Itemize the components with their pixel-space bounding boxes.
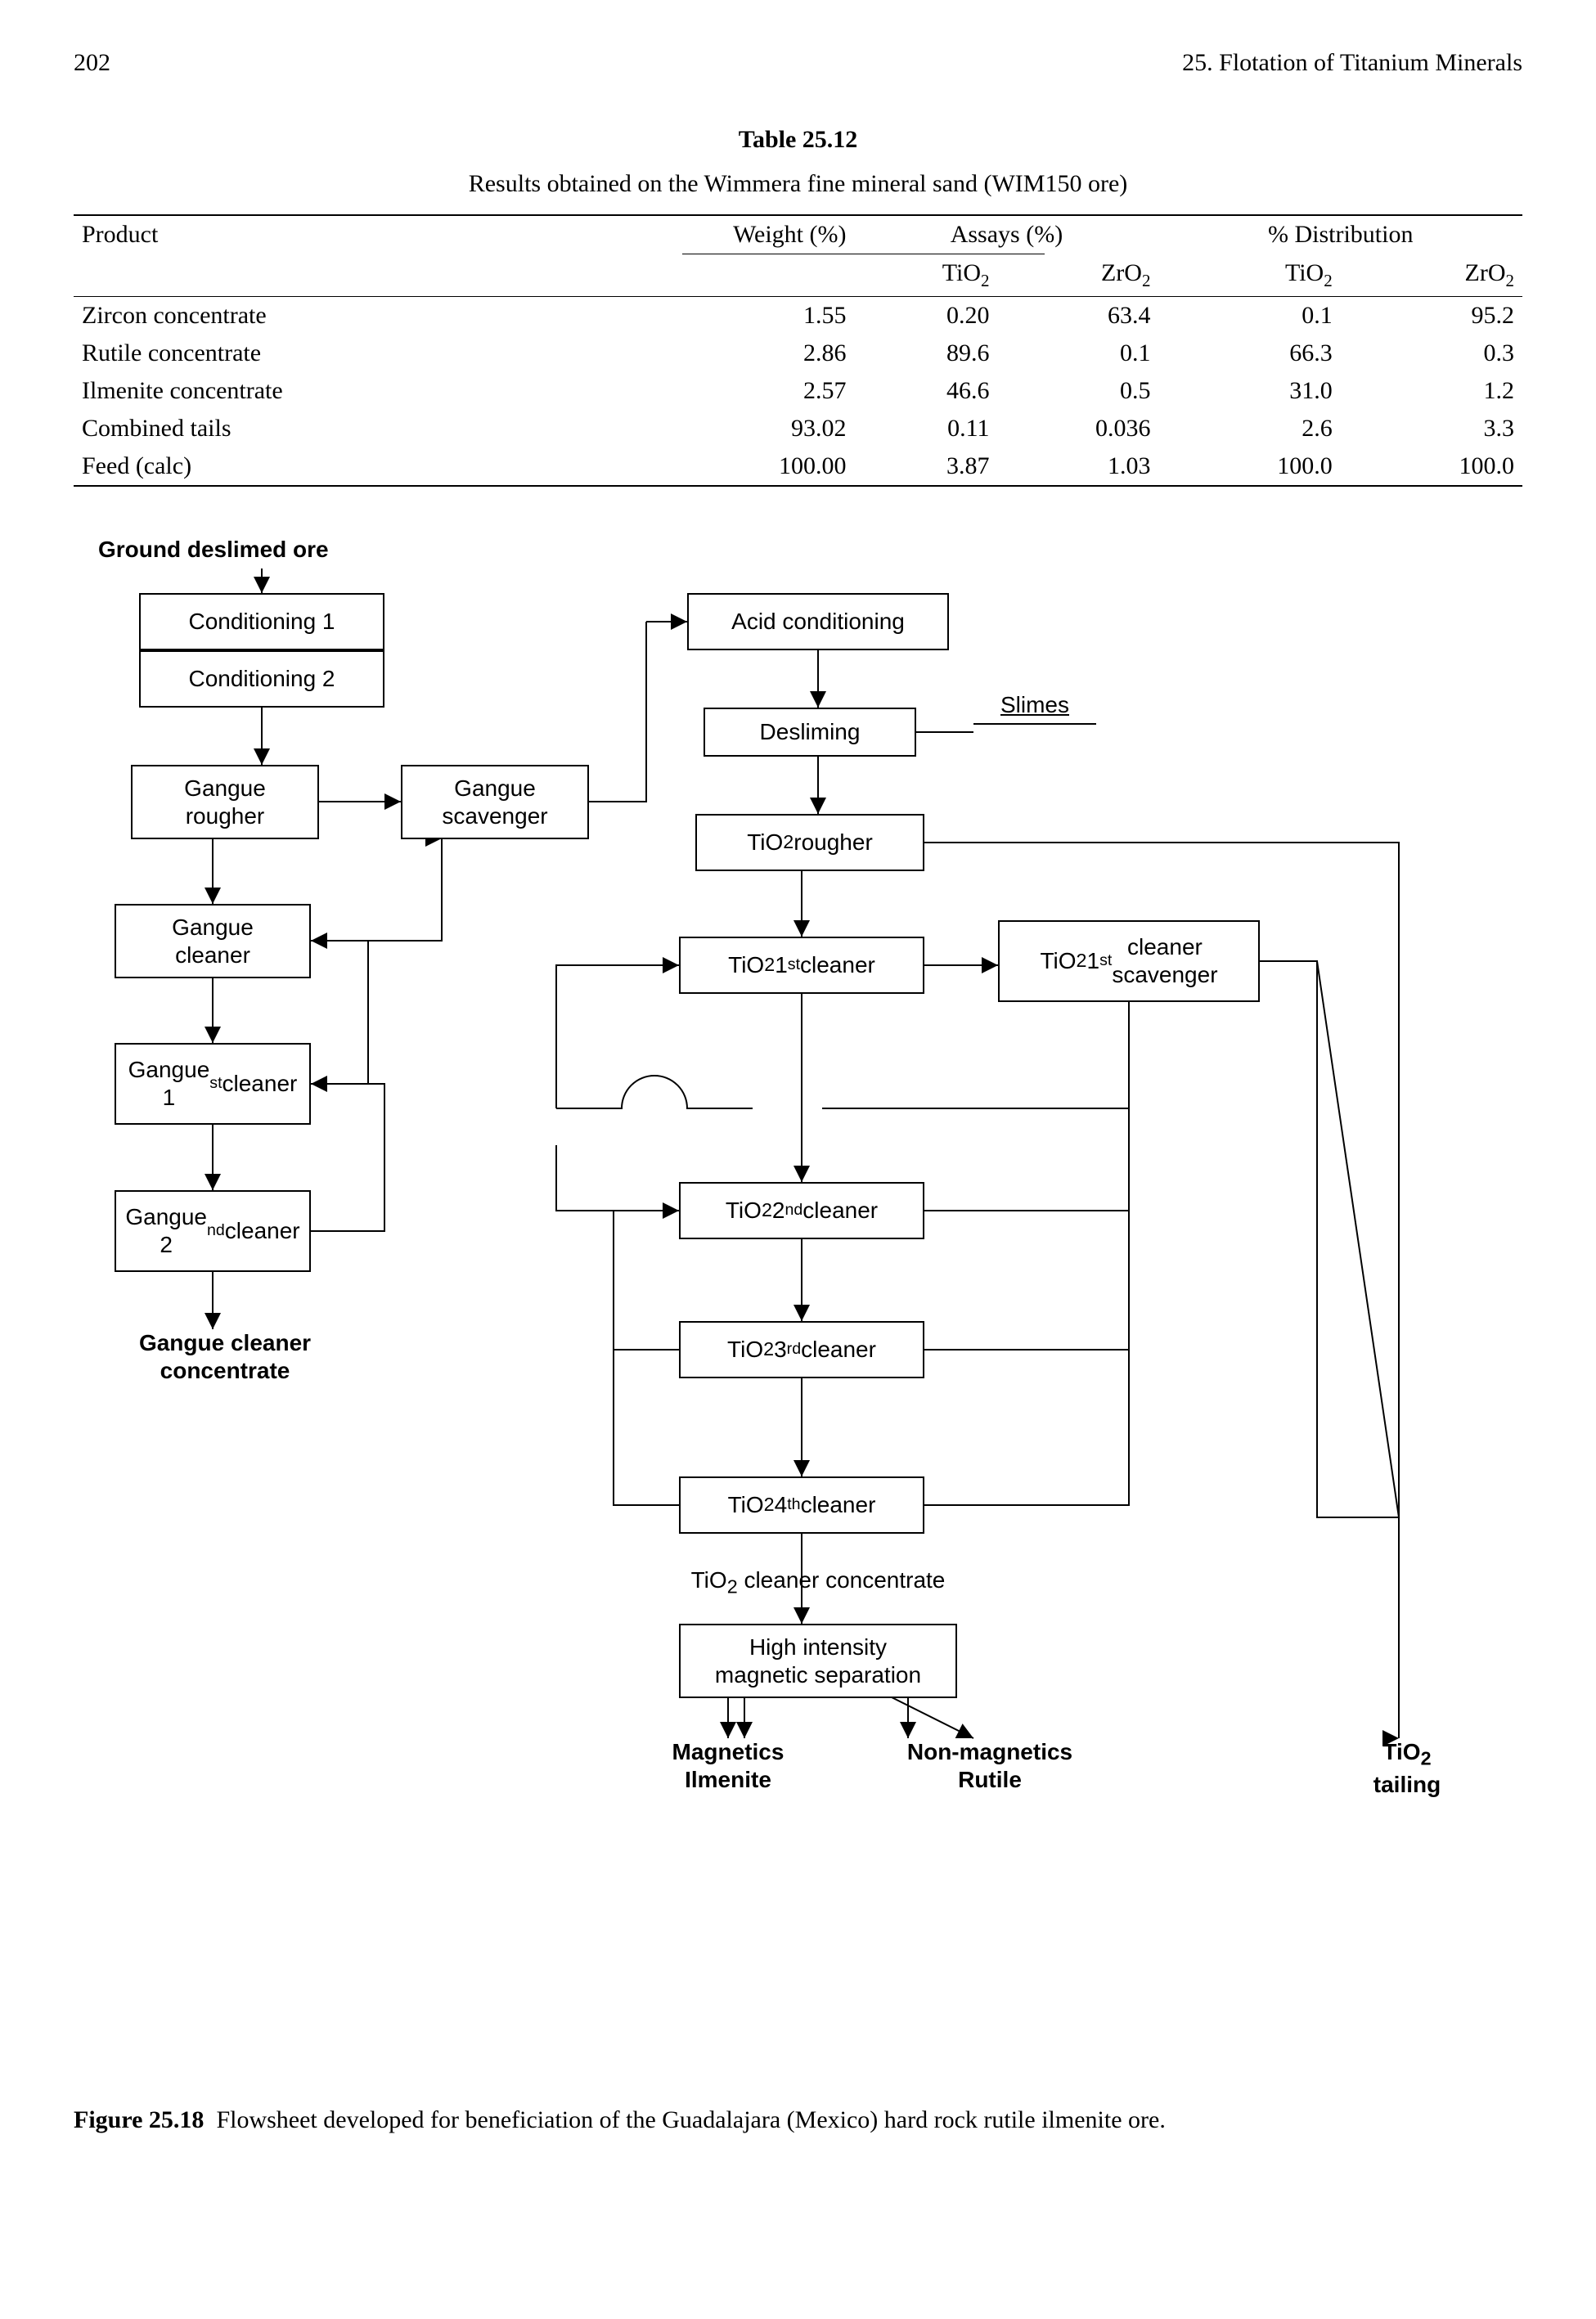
col-dist-group: % Distribution <box>1158 216 1522 254</box>
table-25-12: Table 25.12 Results obtained on the Wimm… <box>74 126 1522 487</box>
node-t1sc: TiO2 1st cleanerscavenger <box>998 920 1260 1002</box>
figure-caption: Figure 25.18 Flowsheet developed for ben… <box>74 2106 1522 2134</box>
col-weight: Weight (%) <box>563 216 854 254</box>
node-himag: High intensitymagnetic separation <box>679 1624 957 1698</box>
node-tcc: TiO2 cleaner concentrate <box>646 1566 990 1599</box>
chapter-label: 25. Flotation of Titanium Minerals <box>1182 49 1522 77</box>
node-gcc: Gangue cleanerconcentrate <box>90 1329 360 1403</box>
col-d-tio2: TiO2 <box>1158 254 1340 297</box>
node-g1: Gangue1st cleaner <box>115 1043 311 1125</box>
node-mag: MagneticsIlmenite <box>630 1738 826 1804</box>
col-d-zro2: ZrO2 <box>1341 254 1522 297</box>
node-nonmag: Non-magneticsRutile <box>875 1738 1104 1804</box>
node-trougher: TiO2 rougher <box>695 814 924 871</box>
col-product: Product <box>74 216 563 254</box>
node-deslim: Desliming <box>704 708 916 757</box>
node-t3: TiO2 3rd cleaner <box>679 1321 924 1378</box>
col-a-zro2: ZrO2 <box>998 254 1159 297</box>
table-caption: Results obtained on the Wimmera fine min… <box>74 170 1522 198</box>
diagram-title: Ground deslimed ore <box>98 536 393 564</box>
table-row: Feed (calc)100.003.871.03100.0100.0 <box>74 447 1522 486</box>
table-row: Combined tails93.020.110.0362.63.3 <box>74 410 1522 447</box>
node-gscav: Ganguescavenger <box>401 765 589 839</box>
node-acid: Acid conditioning <box>687 593 949 650</box>
col-assays-group: Assays (%) <box>854 216 1158 254</box>
node-t1: TiO2 1st cleaner <box>679 937 924 994</box>
node-cond1: Conditioning 1 <box>139 593 384 650</box>
node-grougher: Ganguerougher <box>131 765 319 839</box>
table-label: Table 25.12 <box>74 126 1522 154</box>
data-table: Product Weight (%) Assays (%) % Distribu… <box>74 214 1522 487</box>
node-t4: TiO2 4th cleaner <box>679 1476 924 1534</box>
node-slimes: Slimes <box>973 691 1096 724</box>
node-cond2: Conditioning 2 <box>139 650 384 708</box>
node-gclean: Ganguecleaner <box>115 904 311 978</box>
table-row: Ilmenite concentrate2.5746.60.531.01.2 <box>74 372 1522 410</box>
table-row: Zircon concentrate1.550.2063.40.195.2 <box>74 297 1522 335</box>
table-row: Rutile concentrate2.8689.60.166.30.3 <box>74 335 1522 372</box>
flowchart-25-18: Ground deslimed ore Conditioning 1Conditi… <box>74 536 1522 2074</box>
node-ttail: TiO2tailing <box>1325 1738 1489 1804</box>
page-number: 202 <box>74 49 110 77</box>
node-g2: Gangue2nd cleaner <box>115 1190 311 1272</box>
node-t2: TiO2 2nd cleaner <box>679 1182 924 1239</box>
col-a-tio2: TiO2 <box>854 254 997 297</box>
